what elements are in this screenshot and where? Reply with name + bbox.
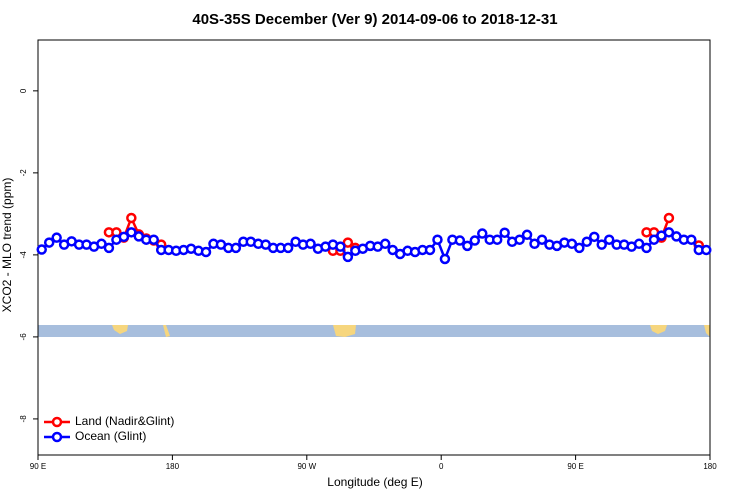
y-tick-label: -4 (19, 251, 28, 259)
point (701, 244, 712, 256)
point (499, 227, 510, 238)
point (686, 234, 697, 245)
point (126, 212, 137, 224)
x-axis-label: Longitude (deg E) (327, 475, 422, 489)
x-tick-label: 180 (166, 462, 180, 471)
x-tick-label: 180 (703, 462, 717, 471)
point (663, 212, 675, 224)
point (439, 253, 451, 265)
point (491, 234, 503, 245)
y-tick-label: -6 (19, 333, 28, 341)
point (342, 251, 354, 263)
point (648, 234, 660, 245)
point (200, 246, 212, 258)
x-tick-label: 0 (439, 462, 444, 471)
x-tick-label: 90 W (297, 462, 316, 471)
legend-marker (51, 416, 63, 428)
point (469, 235, 481, 246)
point (432, 234, 443, 245)
point (118, 231, 130, 243)
x-tick-label: 90 E (567, 462, 583, 471)
point (521, 229, 533, 241)
point (379, 238, 391, 250)
point (603, 234, 615, 245)
point (462, 240, 473, 252)
point (387, 244, 398, 256)
chart-title: 40S-35S December (Ver 9) 2014-09-06 to 2… (192, 11, 557, 28)
y-tick-label: -8 (19, 415, 28, 423)
point (581, 236, 593, 248)
legend-marker (51, 431, 63, 443)
y-axis-label: XCO2 - MLO trend (ppm) (0, 178, 14, 313)
land-strip (38, 325, 710, 337)
point (305, 238, 316, 250)
y-tick-label: -2 (19, 169, 28, 177)
point (342, 237, 354, 248)
point (633, 238, 645, 250)
point (335, 241, 346, 252)
point (663, 227, 675, 238)
point (529, 238, 540, 250)
point (51, 232, 62, 243)
point (596, 239, 607, 250)
series (36, 227, 712, 265)
point (148, 234, 159, 245)
point (454, 235, 466, 246)
point (424, 244, 436, 256)
point (230, 242, 242, 254)
point (641, 242, 652, 254)
point (103, 242, 115, 254)
point (536, 234, 548, 245)
point (43, 237, 55, 248)
point (477, 228, 488, 239)
point (126, 227, 137, 238)
point (96, 238, 107, 250)
point (514, 234, 525, 245)
legend-label: Land (Nadir&Glint) (75, 414, 174, 428)
point (566, 238, 578, 250)
point (589, 231, 600, 243)
x-tick-label: 90 E (30, 462, 46, 471)
y-tick-label: 0 (19, 88, 28, 93)
point (282, 242, 294, 254)
point (574, 242, 585, 254)
point (36, 244, 47, 255)
legend-label: Ocean (Glint) (75, 429, 146, 443)
